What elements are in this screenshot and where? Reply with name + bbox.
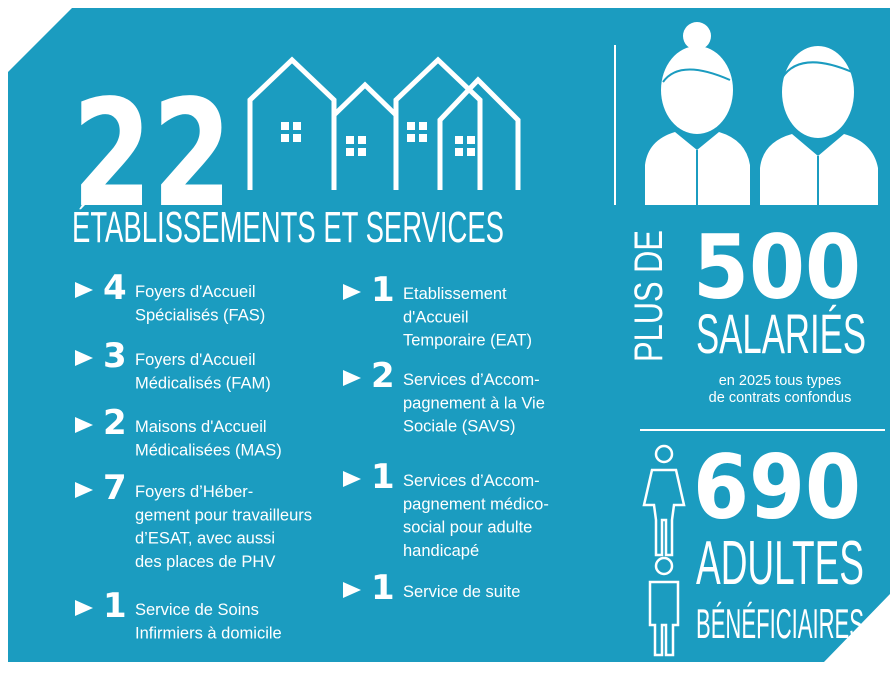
service-count: 1 (371, 270, 395, 310)
service-text: d’ESAT, avec aussi (135, 530, 275, 548)
beneficiaries-label: ADULTES (696, 529, 864, 598)
service-text: Médicalisés (FAM) (135, 374, 271, 392)
service-text: Etablissement (403, 285, 507, 303)
service-count: 3 (103, 336, 127, 376)
service-text: pagnement médico- (403, 495, 549, 513)
arrow-icon (343, 284, 361, 300)
houses-icon (247, 56, 521, 190)
service-text: Maisons d'Accueil (135, 418, 267, 436)
service-text: gement pour travailleurs (135, 506, 312, 524)
service-text: d'Accueil (403, 308, 469, 326)
beneficiaries-sublabel: BÉNÉFICIAIRES (696, 600, 864, 647)
service-text: Infirmiers à domicile (135, 624, 282, 642)
arrow-icon (75, 282, 93, 298)
service-count: 1 (103, 586, 127, 626)
staff-note: de contrats confondus (709, 390, 852, 406)
service-count: 1 (371, 568, 395, 608)
service-text: Temporaire (EAT) (403, 332, 532, 350)
beneficiaries-icon (642, 444, 686, 657)
service-text: social pour adulte (403, 519, 532, 537)
service-text: Services d’Accom- (403, 472, 540, 490)
arrow-icon (75, 417, 93, 433)
arrow-icon (75, 600, 93, 616)
arrow-icon (343, 370, 361, 386)
service-text: Services d’Accom- (403, 371, 540, 389)
service-text: Médicalisées (MAS) (135, 441, 282, 459)
staff-note: en 2025 tous types (719, 373, 842, 389)
service-text: pagnement à la Vie (403, 394, 545, 412)
headline-number: 22 (72, 68, 232, 240)
service-count: 7 (103, 468, 127, 508)
service-count: 1 (371, 457, 395, 497)
service-text: Foyers d’Héber- (135, 483, 253, 501)
headline-label: ÉTABLISSEMENTS ET SERVICES (72, 203, 504, 252)
service-text: handicapé (403, 542, 479, 560)
staff-label: SALARIÉS (696, 302, 866, 365)
arrow-icon (343, 471, 361, 487)
arrow-icon (75, 482, 93, 498)
staff-number: 500 (693, 216, 861, 319)
service-text: Sociale (SAVS) (403, 418, 516, 436)
service-text: des places de PHV (135, 553, 275, 571)
service-text: Foyers d'Accueil (135, 283, 256, 301)
staff-prefix: PLUS DE (627, 230, 671, 362)
service-count: 4 (103, 268, 127, 308)
beneficiaries-number: 690 (693, 436, 861, 539)
arrow-icon (75, 350, 93, 366)
arrow-icon (343, 582, 361, 598)
service-text: Spécialisés (FAS) (135, 306, 265, 324)
service-text: Foyers d'Accueil (135, 351, 256, 369)
service-text: Service de suite (403, 583, 520, 601)
service-count: 2 (103, 403, 127, 443)
service-count: 2 (371, 356, 395, 396)
service-text: Service de Soins (135, 601, 259, 619)
